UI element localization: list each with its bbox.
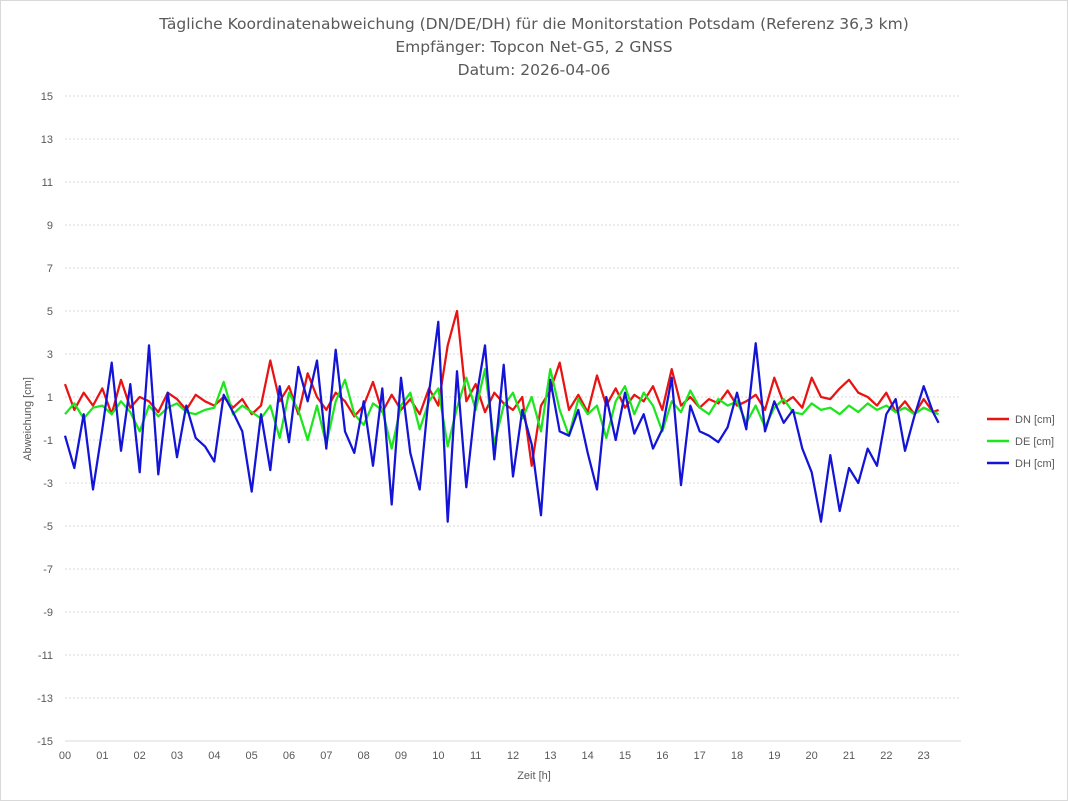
chart-titles: Tägliche Koordinatenabweichung (DN/DE/DH… xyxy=(158,15,909,79)
y-tick-label: 9 xyxy=(47,220,53,232)
legend: DN [cm] DE [cm] DH [cm] xyxy=(987,414,1055,470)
x-axis-tick-labels: 00 01 02 03 04 05 06 07 08 09 10 11 12 13 14 15 16 17 18 19… xyxy=(59,750,930,762)
y-tick-label: -7 xyxy=(43,564,53,576)
x-tick-label: 08 xyxy=(358,750,370,762)
x-tick-label: 18 xyxy=(731,750,743,762)
y-tick-label: -3 xyxy=(43,478,53,490)
y-tick-label: 13 xyxy=(41,134,53,146)
x-tick-label: 17 xyxy=(694,750,706,762)
y-tick-label: -1 xyxy=(43,435,53,447)
y-tick-label: -11 xyxy=(38,650,53,662)
x-tick-label: 20 xyxy=(806,750,818,762)
x-tick-label: 22 xyxy=(880,750,892,762)
series-line-1 xyxy=(64,367,939,450)
x-tick-label: 21 xyxy=(843,750,855,762)
y-tick-label: 1 xyxy=(47,392,53,404)
x-tick-label: 10 xyxy=(432,750,444,762)
y-tick-label: 11 xyxy=(42,177,53,189)
legend-label-1: DE [cm] xyxy=(1015,436,1054,448)
y-tick-label: -13 xyxy=(37,693,53,705)
x-tick-label: 23 xyxy=(918,750,930,762)
x-tick-label: 11 xyxy=(470,750,481,762)
y-tick-label: -9 xyxy=(43,607,53,619)
x-tick-label: 05 xyxy=(246,750,258,762)
series-line-2 xyxy=(63,320,940,523)
chart-subtitle-date: Datum: 2026-04-06 xyxy=(458,61,611,79)
x-tick-label: 12 xyxy=(507,750,519,762)
y-tick-label: -15 xyxy=(37,736,53,748)
x-tick-label: 01 xyxy=(96,750,108,762)
legend-label-2: DH [cm] xyxy=(1015,458,1055,470)
y-tick-label: 3 xyxy=(47,349,53,361)
gridlines xyxy=(65,95,961,742)
x-tick-label: 03 xyxy=(171,750,183,762)
chart-title: Tägliche Koordinatenabweichung (DN/DE/DH… xyxy=(158,15,909,33)
y-tick-label: 15 xyxy=(41,91,53,103)
y-axis-tick-labels: 15 13 11 9 7 5 3 1 -1 -3 -5 -7 -9 -11 -13 -15 xyxy=(37,91,53,748)
legend-label-0: DN [cm] xyxy=(1015,414,1055,426)
x-axis-title: Zeit [h] xyxy=(517,770,551,782)
x-tick-label: 09 xyxy=(395,750,407,762)
x-tick-label: 19 xyxy=(768,750,780,762)
y-tick-label: -5 xyxy=(43,521,53,533)
x-tick-label: 04 xyxy=(208,750,220,762)
x-tick-label: 15 xyxy=(619,750,631,762)
x-tick-label: 16 xyxy=(656,750,668,762)
x-tick-label: 00 xyxy=(59,750,71,762)
series-lines xyxy=(63,309,940,523)
x-tick-label: 06 xyxy=(283,750,295,762)
x-tick-label: 13 xyxy=(544,750,556,762)
chart-subtitle-receiver: Empfänger: Topcon Net-G5, 2 GNSS xyxy=(395,38,672,56)
y-tick-label: 7 xyxy=(47,263,53,275)
y-tick-label: 5 xyxy=(47,306,53,318)
y-axis-title: Abweichung [cm] xyxy=(22,377,34,461)
x-tick-label: 02 xyxy=(134,750,146,762)
x-tick-label: 07 xyxy=(320,750,332,762)
x-tick-label: 14 xyxy=(582,750,594,762)
series-line-0 xyxy=(63,309,940,467)
